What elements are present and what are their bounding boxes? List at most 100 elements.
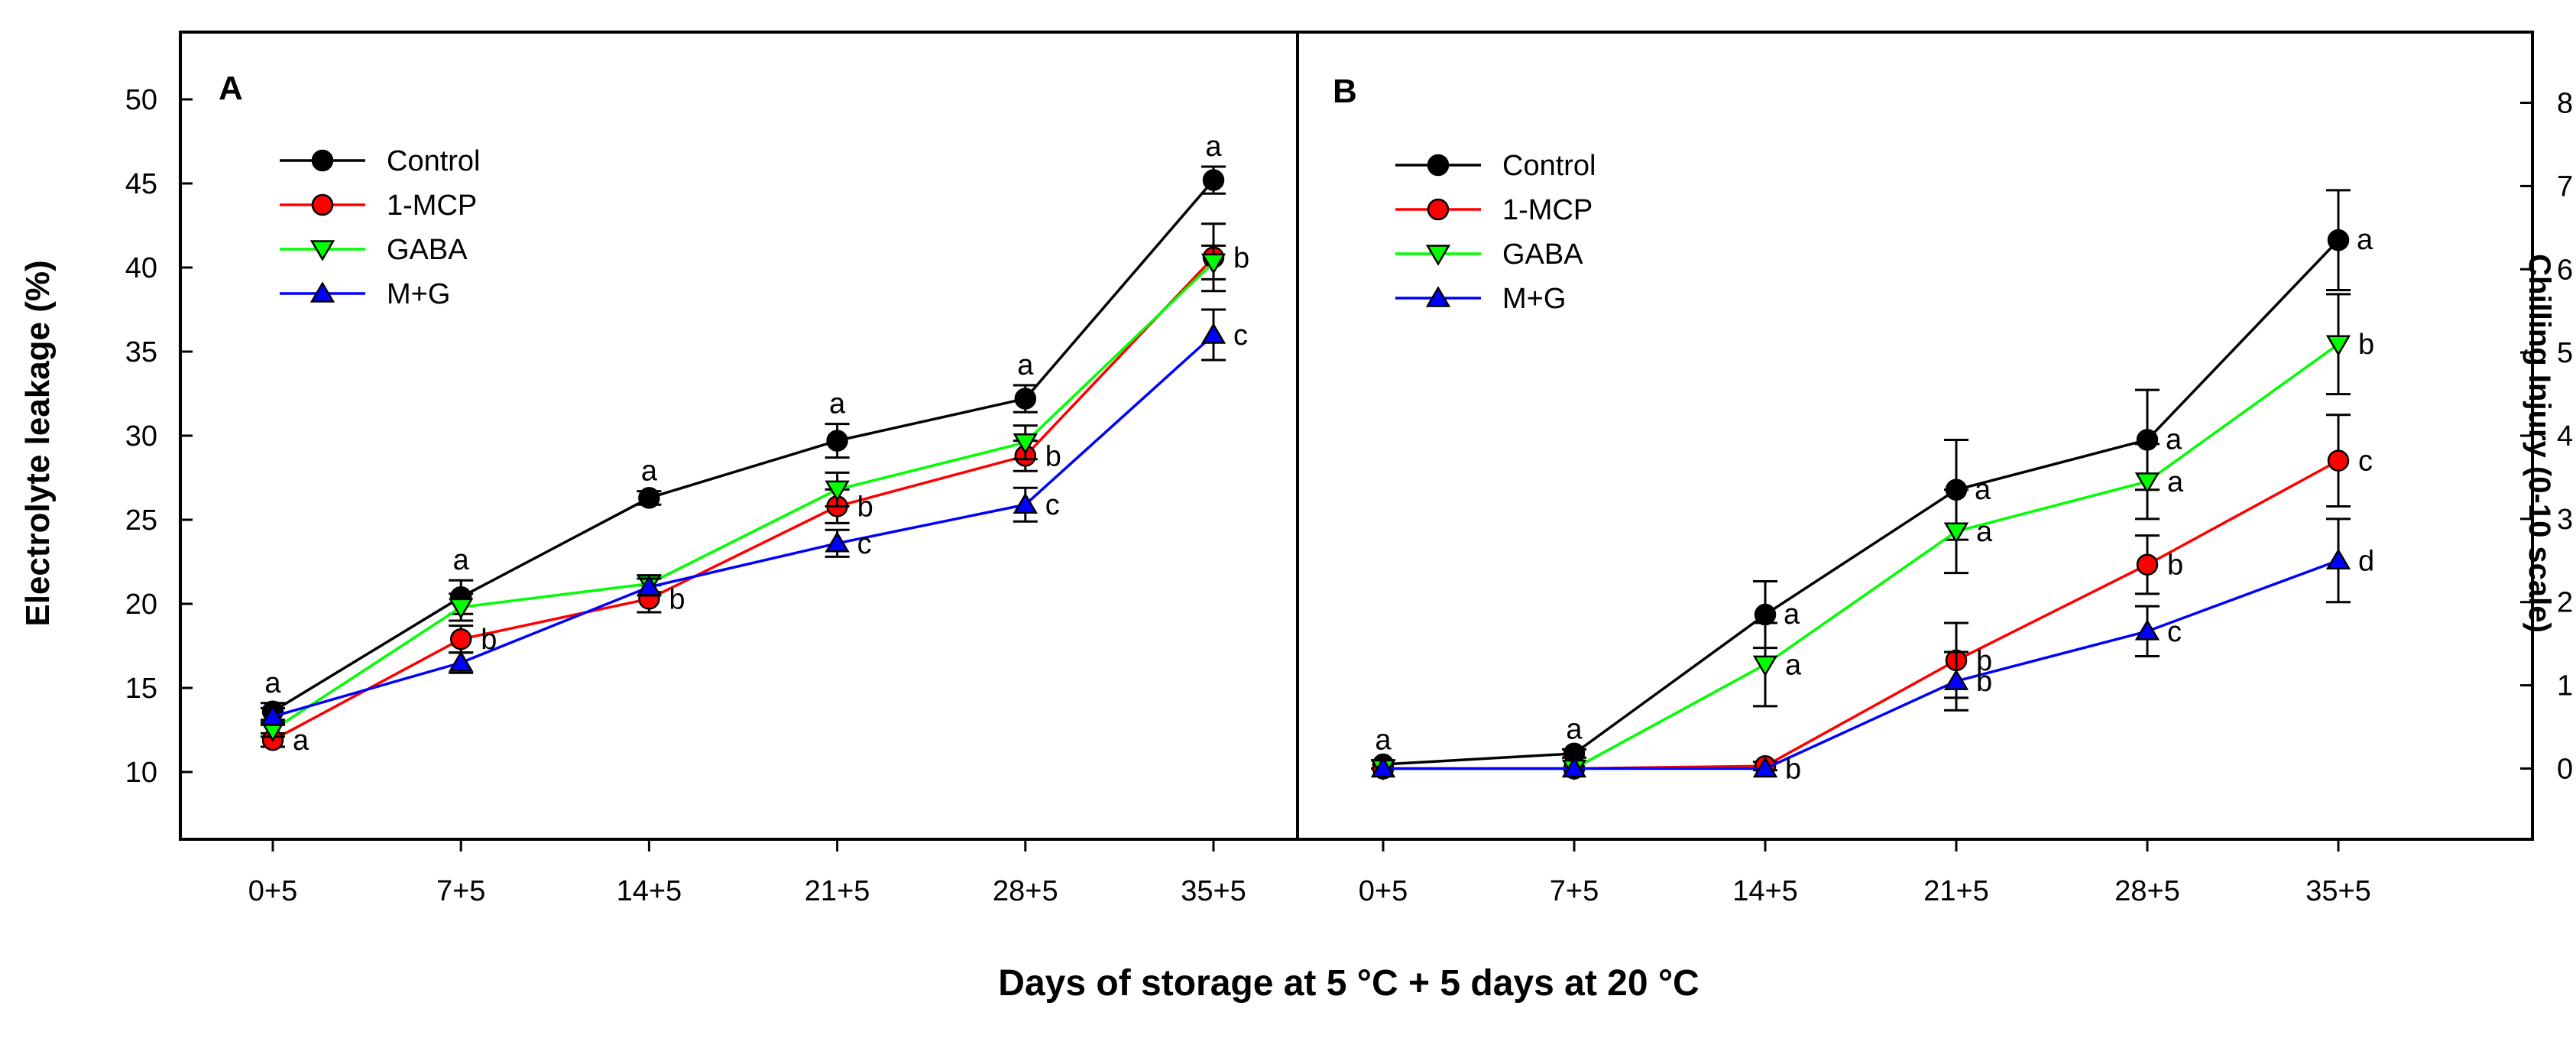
legend-marker bbox=[1427, 154, 1450, 177]
data-point bbox=[2136, 553, 2159, 576]
legend: Control 1-MCP GABA M+G bbox=[280, 145, 481, 310]
data-point bbox=[2325, 335, 2351, 357]
significance-letter: a bbox=[264, 667, 281, 699]
data-point bbox=[2134, 472, 2160, 494]
legend-label-1-mcp: 1-MCP bbox=[387, 190, 477, 222]
data-point bbox=[1201, 323, 1226, 344]
significance-letter: c bbox=[1233, 320, 1248, 352]
data-point bbox=[1014, 388, 1037, 410]
y-axis-title: Electrolyte leakage (%) bbox=[19, 260, 57, 626]
data-point bbox=[2327, 229, 2350, 251]
significance-letter: b bbox=[2167, 550, 2183, 582]
y-tick-label: 7 bbox=[2557, 170, 2573, 203]
significance-letter: c bbox=[1045, 489, 1060, 521]
significance-letter: c bbox=[857, 528, 872, 560]
series-gaba bbox=[1370, 293, 2351, 781]
legend-marker bbox=[1427, 198, 1450, 221]
y-axis-title: Chilling Injury (0-10 scale) bbox=[2523, 254, 2556, 633]
x-tick-label: 14+5 bbox=[617, 875, 682, 907]
data-point bbox=[825, 531, 850, 553]
series-line bbox=[272, 179, 1215, 713]
significance-letter: a bbox=[1017, 349, 1034, 381]
legend-label-control: Control bbox=[1502, 150, 1596, 182]
legend-label-1-mcp: 1-MCP bbox=[1502, 194, 1593, 226]
y-tick-label: 0 bbox=[2557, 753, 2573, 785]
series-line bbox=[1382, 238, 2340, 766]
y-tick-label: 8 bbox=[2557, 88, 2573, 120]
y-tick-label: 10 bbox=[125, 757, 157, 789]
y-tick-label: 40 bbox=[125, 252, 157, 284]
series-m-g bbox=[260, 308, 1226, 726]
legend: Control 1-MCP GABA M+G bbox=[1395, 150, 1596, 315]
data-point bbox=[449, 598, 474, 620]
significance-letter: c bbox=[2167, 616, 2182, 648]
data-point bbox=[449, 628, 472, 650]
data-point bbox=[638, 487, 660, 509]
significance-letter: a bbox=[641, 456, 658, 488]
x-tick-label: 35+5 bbox=[1181, 875, 1246, 907]
significance-letter: a bbox=[1375, 725, 1392, 757]
data-point bbox=[1202, 169, 1225, 191]
y-tick-label: 15 bbox=[125, 673, 157, 705]
panel-a: 10 15 20 25 30 35 40 45 50 0+5 7+5 14+5 21+5 28+5 35+5… bbox=[19, 70, 1249, 907]
data-point bbox=[1370, 756, 1396, 778]
significance-letter: b bbox=[481, 624, 497, 656]
significance-letter: a bbox=[453, 544, 470, 576]
significance-letter: d bbox=[2358, 545, 2374, 577]
y-tick-label: 5 bbox=[2557, 337, 2573, 369]
x-tick-label: 28+5 bbox=[2114, 875, 2180, 907]
data-point bbox=[1013, 433, 1038, 455]
data-point bbox=[2327, 449, 2350, 472]
data-point bbox=[1201, 253, 1226, 275]
significance-letter: a bbox=[2357, 224, 2373, 256]
x-tick-label: 21+5 bbox=[805, 875, 870, 907]
significance-letter: b bbox=[2358, 329, 2374, 361]
data-point bbox=[1561, 756, 1587, 778]
significance-letter: a bbox=[2166, 423, 2182, 456]
y-tick-label: 35 bbox=[125, 336, 157, 368]
legend-marker bbox=[311, 149, 334, 172]
x-tick-label: 35+5 bbox=[2305, 875, 2371, 907]
legend-label-gaba: GABA bbox=[387, 234, 468, 266]
significance-letter: a bbox=[293, 725, 309, 757]
y-tick-label: 20 bbox=[125, 589, 157, 621]
series-line bbox=[272, 261, 1215, 731]
y-tick-label: 25 bbox=[125, 504, 157, 537]
significance-letter: a bbox=[2167, 466, 2184, 498]
data-point bbox=[1943, 522, 1969, 543]
significance-letter: a bbox=[829, 388, 846, 420]
data-point bbox=[2325, 548, 2351, 570]
series-line bbox=[1383, 559, 2339, 770]
panel-label: A bbox=[219, 70, 243, 107]
legend-marker bbox=[1425, 245, 1451, 266]
legend-label-control: Control bbox=[387, 145, 481, 177]
series-1-mcp bbox=[261, 222, 1226, 751]
x-tick-label: 28+5 bbox=[993, 875, 1058, 907]
y-tick-label: 4 bbox=[2557, 420, 2573, 453]
legend-label-gaba: GABA bbox=[1502, 238, 1583, 271]
significance-letter: b bbox=[1976, 645, 1992, 677]
y-tick-label: 3 bbox=[2557, 504, 2573, 536]
data-point bbox=[1752, 655, 1778, 677]
significance-letter: c bbox=[2358, 446, 2373, 478]
legend-label-m-g: M+G bbox=[387, 278, 450, 310]
significance-letter: b bbox=[1785, 753, 1801, 785]
y-tick-label: 50 bbox=[125, 84, 157, 116]
data-point bbox=[1752, 756, 1778, 778]
y-tick-label: 6 bbox=[2557, 254, 2573, 286]
y-tick-label: 45 bbox=[125, 168, 157, 200]
y-tick-label: 1 bbox=[2557, 670, 2573, 702]
significance-letter: a bbox=[1784, 598, 1800, 631]
series-line bbox=[272, 333, 1215, 718]
data-point bbox=[637, 575, 662, 596]
significance-letter: b bbox=[669, 583, 685, 615]
significance-letter: a bbox=[1785, 649, 1802, 681]
series-control bbox=[1371, 189, 2351, 776]
significance-letter: b bbox=[1045, 440, 1061, 472]
significance-letter: b bbox=[1976, 666, 1992, 698]
significance-letter: a bbox=[1566, 713, 1583, 745]
y-tick-label: 2 bbox=[2557, 587, 2573, 619]
x-tick-label: 21+5 bbox=[1923, 875, 1989, 907]
